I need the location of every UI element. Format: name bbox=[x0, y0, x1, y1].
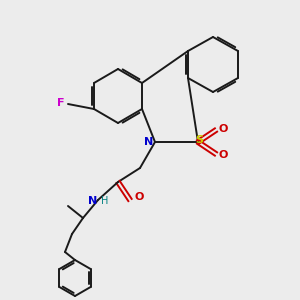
Text: N: N bbox=[88, 196, 98, 206]
Text: S: S bbox=[195, 135, 203, 145]
Text: O: O bbox=[134, 192, 144, 202]
Text: F: F bbox=[57, 98, 65, 108]
Text: O: O bbox=[218, 150, 228, 160]
Text: O: O bbox=[218, 124, 228, 134]
Text: H: H bbox=[101, 196, 109, 206]
Text: N: N bbox=[144, 137, 154, 147]
